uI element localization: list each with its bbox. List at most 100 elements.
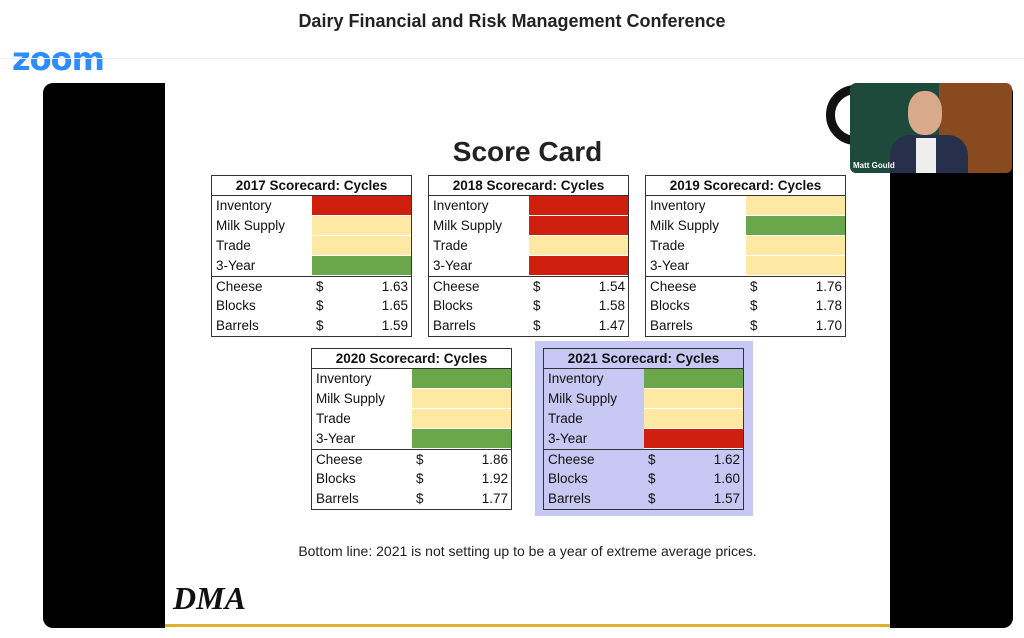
scorecard-title: 2020 Scorecard: Cycles [312, 349, 511, 369]
signal-row: Milk Supply [212, 216, 411, 236]
status-swatch-yellow [746, 236, 845, 256]
price-label: Blocks [433, 298, 473, 313]
price-label: Cheese [216, 279, 263, 294]
conference-title: Dairy Financial and Risk Management Conf… [298, 11, 726, 31]
signal-row: Inventory [429, 196, 628, 216]
slide-title: Score Card [452, 136, 603, 167]
signal-label: Inventory [548, 371, 604, 386]
price-value: 1.63 [381, 279, 408, 294]
signal-label: Inventory [433, 198, 489, 213]
price-row: Barrels $1.59 [212, 316, 411, 336]
price-value: 1.57 [713, 491, 740, 506]
status-swatch-yellow [412, 409, 511, 429]
status-swatch-yellow [644, 409, 743, 429]
signal-label: 3-Year [433, 258, 473, 273]
signal-row: Milk Supply [312, 389, 511, 409]
price-value: 1.58 [598, 298, 625, 313]
signal-row: Trade [544, 409, 743, 429]
price-row: Blocks $1.78 [646, 296, 845, 316]
status-swatch-red [529, 216, 628, 236]
status-swatch-yellow [312, 236, 411, 256]
price-label: Cheese [433, 279, 480, 294]
status-swatch-red [312, 196, 411, 216]
price-value: 1.65 [381, 298, 408, 313]
signal-label: Milk Supply [548, 391, 618, 406]
signal-label: Milk Supply [433, 218, 503, 233]
status-swatch-green [412, 369, 511, 389]
status-swatch-green [312, 256, 411, 276]
signal-row: Inventory [646, 196, 845, 216]
price-row: Blocks $1.58 [429, 296, 628, 316]
price-row: Cheese $1.54 [429, 276, 628, 296]
signal-row: Milk Supply [429, 216, 628, 236]
signal-label: Inventory [316, 371, 372, 386]
currency-symbol: $ [316, 298, 324, 313]
signal-label: Inventory [650, 198, 706, 213]
currency-symbol: $ [750, 298, 758, 313]
scorecard-2017: 2017 Scorecard: Cycles Inventory Milk Supp… [211, 175, 412, 337]
signal-label: 3-Year [650, 258, 690, 273]
avatar-head [908, 91, 942, 135]
price-row: Blocks $1.92 [312, 469, 511, 489]
participant-video-tile[interactable]: Matt Gould [850, 83, 1012, 173]
price-row: Cheese $1.76 [646, 276, 845, 296]
scorecard-title: 2018 Scorecard: Cycles [429, 176, 628, 196]
signal-label: Milk Supply [216, 218, 286, 233]
slide-footer-line [165, 624, 890, 627]
price-label: Cheese [316, 452, 363, 467]
currency-symbol: $ [416, 452, 424, 467]
status-swatch-yellow [644, 389, 743, 409]
signal-row: Milk Supply [544, 389, 743, 409]
signal-label: Inventory [216, 198, 272, 213]
signal-label: Trade [216, 238, 251, 253]
signal-row: Inventory [312, 369, 511, 389]
signal-row: 3-Year [212, 256, 411, 276]
status-swatch-red [644, 429, 743, 449]
scorecard-2019: 2019 Scorecard: Cycles Inventory Milk Supp… [645, 175, 846, 337]
currency-symbol: $ [750, 318, 758, 333]
price-row: Cheese $1.63 [212, 276, 411, 296]
scorecard-title: 2019 Scorecard: Cycles [646, 176, 845, 196]
price-label: Cheese [650, 279, 697, 294]
price-row: Blocks $1.60 [544, 469, 743, 489]
signal-row: Trade [646, 236, 845, 256]
price-row: Barrels $1.70 [646, 316, 845, 336]
currency-symbol: $ [533, 298, 541, 313]
signal-label: 3-Year [316, 431, 356, 446]
signal-row: Inventory [544, 369, 743, 389]
currency-symbol: $ [648, 471, 656, 486]
signal-row: 3-Year [429, 256, 628, 276]
price-label: Blocks [650, 298, 690, 313]
price-label: Blocks [316, 471, 356, 486]
signal-row: Inventory [212, 196, 411, 216]
price-label: Barrels [650, 318, 693, 333]
signal-row: 3-Year [544, 429, 743, 449]
currency-symbol: $ [416, 491, 424, 506]
status-swatch-yellow [746, 256, 845, 276]
price-row: Cheese $1.62 [544, 449, 743, 469]
signal-row: 3-Year [646, 256, 845, 276]
currency-symbol: $ [648, 452, 656, 467]
price-value: 1.54 [598, 279, 625, 294]
signal-label: Milk Supply [650, 218, 720, 233]
signal-label: Milk Supply [316, 391, 386, 406]
scorecard-2020: 2020 Scorecard: Cycles Inventory Milk Supp… [311, 348, 512, 510]
signal-label: Trade [433, 238, 468, 253]
scorecard-2018: 2018 Scorecard: Cycles Inventory Milk Supp… [428, 175, 629, 337]
status-swatch-green [746, 216, 845, 236]
signal-label: Trade [316, 411, 351, 426]
price-label: Cheese [548, 452, 595, 467]
currency-symbol: $ [416, 471, 424, 486]
signal-row: Trade [312, 409, 511, 429]
price-row: Cheese $1.86 [312, 449, 511, 469]
status-swatch-yellow [312, 216, 411, 236]
signal-label: 3-Year [216, 258, 256, 273]
price-value: 1.76 [815, 279, 842, 294]
currency-symbol: $ [533, 318, 541, 333]
zoom-logo: zoom [12, 40, 105, 78]
price-value: 1.92 [481, 471, 508, 486]
status-swatch-yellow [529, 236, 628, 256]
price-row: Barrels $1.57 [544, 489, 743, 509]
status-swatch-green [412, 429, 511, 449]
price-value: 1.47 [598, 318, 625, 333]
